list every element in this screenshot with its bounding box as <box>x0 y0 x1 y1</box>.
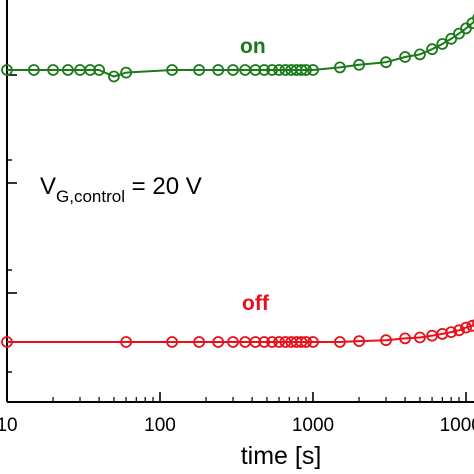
data-point-on <box>62 64 74 76</box>
data-point-off <box>295 336 308 348</box>
data-point-on <box>380 56 392 69</box>
data-point-on <box>108 70 120 83</box>
data-point-off <box>300 336 312 348</box>
data-point-off <box>227 336 239 348</box>
series-label-off: off <box>242 292 270 315</box>
data-point-off <box>453 324 465 337</box>
data-point-off <box>212 336 225 348</box>
data-point-off <box>472 318 474 328</box>
data-point-on <box>472 13 474 23</box>
data-point-off <box>273 336 286 348</box>
data-point-off <box>193 336 206 348</box>
data-point-off <box>258 336 271 348</box>
x-tick-label: 10 <box>0 415 18 436</box>
data-point-off <box>333 336 346 348</box>
data-point-on <box>436 38 449 50</box>
data-point-on <box>445 32 458 45</box>
x-tick-label: 10000 <box>440 415 474 436</box>
data-point-on <box>426 43 439 56</box>
data-point-on <box>193 64 206 76</box>
data-point-on <box>1 64 13 76</box>
gate-voltage-annotation: VG,control = 20 V <box>40 173 202 206</box>
data-point-on <box>28 64 40 76</box>
data-point-off <box>266 336 279 348</box>
series-label-on: on <box>240 35 266 58</box>
data-point-on <box>212 64 225 76</box>
data-point-off <box>399 332 412 345</box>
data-point-off <box>353 335 366 348</box>
data-point-off <box>307 336 319 348</box>
data-point-on <box>258 64 271 76</box>
data-point-off <box>413 331 426 344</box>
data-point-off <box>466 319 474 332</box>
data-point-off <box>249 336 262 348</box>
data-point-off <box>460 321 472 334</box>
data-point-on <box>266 64 279 76</box>
data-point-on <box>273 64 286 76</box>
x-axis-title: time [s] <box>241 442 322 470</box>
data-point-on <box>227 64 239 76</box>
data-point-off <box>166 336 179 348</box>
data-point-off <box>279 336 292 348</box>
data-point-on <box>333 61 346 74</box>
data-point-on <box>353 58 366 71</box>
data-point-on <box>279 64 292 76</box>
data-point-on <box>93 64 105 76</box>
series-layer <box>1 13 474 348</box>
data-point-on <box>120 66 132 79</box>
x-tick-label: 1000 <box>292 415 334 436</box>
data-point-on <box>399 51 412 63</box>
data-point-on <box>413 48 426 61</box>
annotation-main: V <box>40 173 56 200</box>
data-point-on <box>295 64 308 76</box>
data-point-on <box>84 64 97 76</box>
data-point-off <box>445 326 458 339</box>
data-point-on <box>307 64 319 76</box>
data-point-off <box>120 336 132 348</box>
annotation-rest: = 20 V <box>125 173 202 200</box>
data-point-on <box>300 64 312 76</box>
x-tick-labels: 10 100 1000 10000 <box>0 415 474 436</box>
annotation-subscript: G,control <box>56 187 125 206</box>
data-point-on <box>47 64 59 76</box>
data-point-on <box>166 64 179 76</box>
data-point-off <box>380 334 392 347</box>
data-point-off <box>1 336 13 348</box>
x-axis-ticks <box>6 392 467 402</box>
x-tick-label: 100 <box>144 415 176 436</box>
series-line-on <box>7 20 474 78</box>
data-point-on <box>249 64 262 76</box>
